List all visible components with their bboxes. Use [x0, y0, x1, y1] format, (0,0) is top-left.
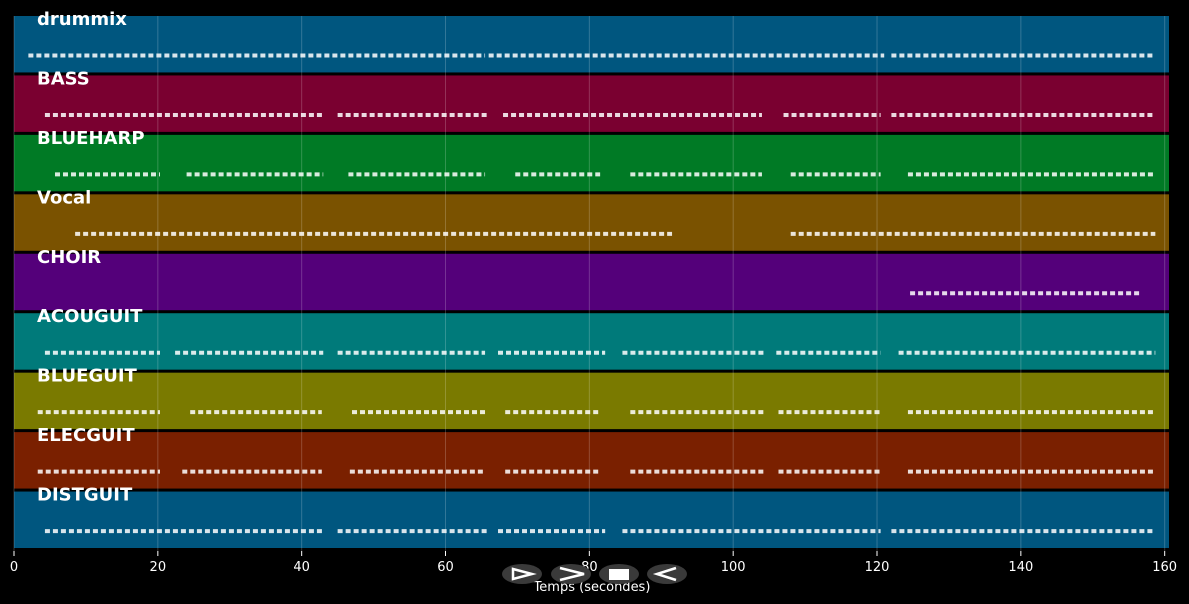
back-button[interactable] — [647, 564, 687, 584]
track-label: BLUEGUIT — [37, 366, 138, 387]
track-label: CHOIR — [37, 247, 101, 268]
track-label: drummix — [37, 9, 127, 30]
x-tick-label: 140 — [1008, 560, 1033, 575]
play-button[interactable] — [502, 564, 542, 584]
track-label: Vocal — [37, 187, 91, 208]
x-tick-label: 100 — [721, 560, 746, 575]
track-background — [14, 432, 1169, 489]
track-label: BASS — [37, 68, 90, 89]
x-tick-label: 20 — [150, 560, 167, 575]
x-tick-label: 160 — [1152, 560, 1177, 575]
track-label: BLUEHARP — [37, 128, 145, 149]
track-background — [14, 194, 1169, 251]
track-label: DISTGUIT — [37, 485, 133, 506]
x-tick-label: 60 — [437, 560, 454, 575]
x-axis-label: Temps (secondes) — [533, 580, 651, 595]
track-background — [14, 16, 1169, 73]
stop-button[interactable] — [599, 564, 639, 584]
x-tick-label: 0 — [10, 560, 18, 575]
track-background — [14, 134, 1169, 192]
track-background — [14, 313, 1169, 370]
track-background — [14, 75, 1169, 132]
track-background — [14, 253, 1169, 311]
track-label: ACOUGUIT — [37, 306, 143, 327]
forward-button[interactable] — [551, 564, 591, 584]
track-background — [14, 372, 1169, 430]
x-tick-label: 40 — [293, 560, 310, 575]
play-controls — [502, 564, 687, 584]
track-background — [14, 491, 1169, 548]
track-label: ELECGUIT — [37, 425, 135, 446]
x-tick-label: 120 — [865, 560, 890, 575]
